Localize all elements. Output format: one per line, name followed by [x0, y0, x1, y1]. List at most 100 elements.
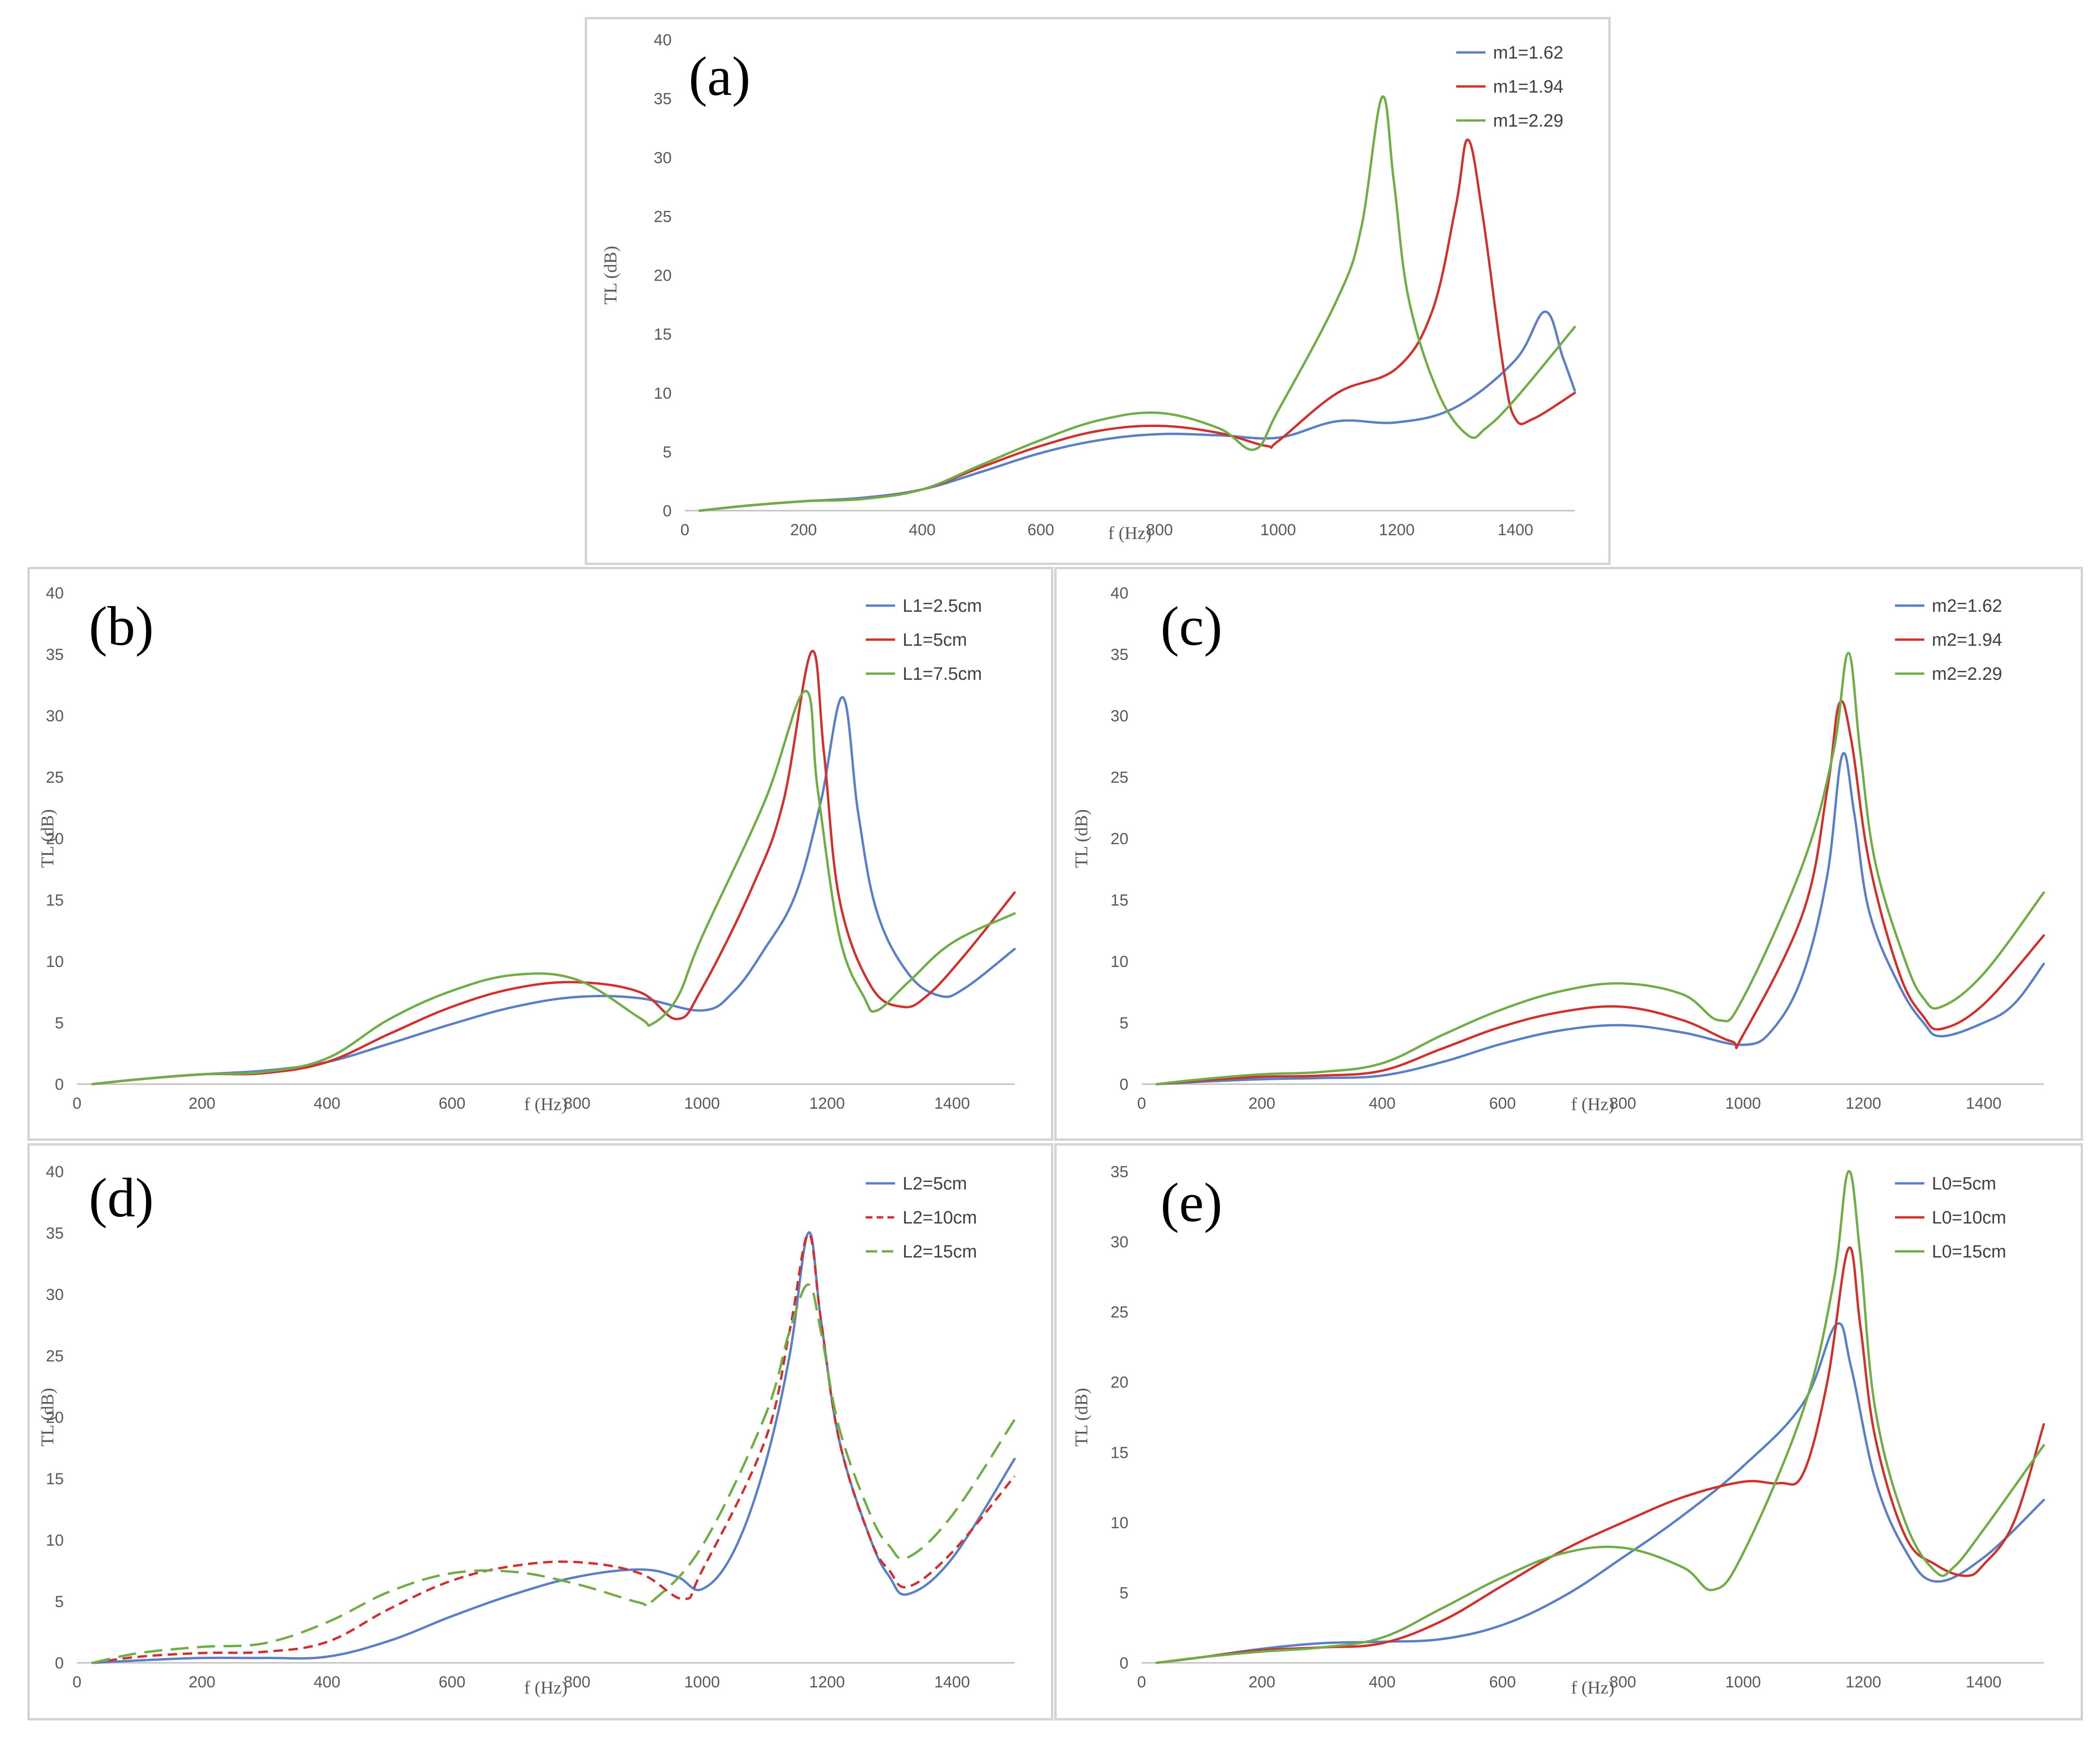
y-tick-label: 20 — [1110, 830, 1128, 848]
panel-label: (e) — [1161, 1172, 1222, 1233]
series-line-1 — [91, 1231, 1016, 1664]
panel-label: (a) — [689, 45, 751, 107]
y-tick-label: 20 — [46, 830, 64, 848]
legend-label: L2=5cm — [903, 1174, 967, 1194]
x-tick-label: 400 — [1369, 1673, 1396, 1691]
series-line-1 — [698, 310, 1576, 512]
chart-panel-d: 0 5 10 15 20 25 30 35 40 0 200 400 600 800 1000 1200 140… — [27, 1143, 1053, 1720]
x-tick-label: 0 — [73, 1095, 82, 1112]
y-tick-label: 10 — [654, 385, 672, 402]
chart-e-svg: 0 5 10 15 20 25 30 35 0 200 400 600 800 1000 1200 1400 f… — [1072, 1163, 2045, 1698]
y-axis-label: TL (dB) — [1072, 1388, 1092, 1446]
chart-panel-a: 0 5 10 15 20 25 30 35 40 0 200 400 600 800 1000 1200 140… — [585, 17, 1611, 565]
y-tick-label: 15 — [1110, 1444, 1128, 1462]
y-tick-label: 20 — [654, 267, 672, 285]
y-axis-label: TL (dB) — [38, 809, 58, 868]
x-tick-label: 1200 — [1845, 1095, 1881, 1112]
y-tick-label: 40 — [46, 1163, 64, 1181]
x-tick-label: 800 — [1609, 1095, 1636, 1112]
y-axis-label: TL (dB) — [38, 1388, 58, 1446]
x-tick-label: 1400 — [1498, 521, 1534, 539]
y-tick-label: 20 — [1110, 1374, 1128, 1392]
y-tick-label: 10 — [46, 953, 64, 971]
x-tick-label: 1200 — [1379, 521, 1415, 539]
y-tick-label: 30 — [46, 1286, 64, 1304]
y-tick-label: 35 — [46, 1224, 64, 1242]
legend-label: L2=15cm — [903, 1242, 977, 1262]
x-tick-label: 800 — [563, 1095, 590, 1112]
legend-label: L1=2.5cm — [903, 596, 982, 616]
series-line-1 — [91, 696, 1016, 1086]
legend-label: L0=10cm — [1932, 1208, 2006, 1228]
y-tick-label: 25 — [1110, 769, 1128, 787]
legend-label: L1=7.5cm — [903, 664, 982, 684]
x-tick-label: 600 — [1489, 1673, 1516, 1691]
legend-label: m2=1.62 — [1932, 596, 2002, 616]
y-tick-label: 5 — [1119, 1584, 1128, 1602]
y-tick-label: 30 — [1110, 1233, 1128, 1251]
y-tick-label: 0 — [55, 1076, 64, 1094]
x-tick-label: 1200 — [1845, 1673, 1881, 1691]
x-tick-label: 400 — [909, 521, 936, 539]
y-tick-label: 10 — [1110, 953, 1128, 971]
series-line-2 — [92, 1233, 1016, 1664]
y-tick-label: 40 — [1110, 584, 1128, 602]
series-line-1 — [1155, 752, 2045, 1086]
panel-label: (c) — [1161, 595, 1222, 657]
series-line-3 — [1155, 651, 2045, 1086]
x-tick-label: 0 — [681, 521, 690, 539]
y-tick-label: 30 — [46, 707, 64, 725]
x-tick-label: 1000 — [684, 1095, 720, 1112]
series-line-2 — [91, 650, 1016, 1086]
x-tick-label: 200 — [188, 1095, 215, 1112]
y-tick-label: 10 — [1110, 1514, 1128, 1532]
x-tick-label: 1400 — [1966, 1095, 2002, 1112]
x-tick-label: 0 — [73, 1673, 82, 1691]
x-tick-label: 800 — [1609, 1673, 1636, 1691]
y-axis-label: TL (dB) — [1072, 809, 1092, 868]
x-tick-label: 200 — [790, 521, 817, 539]
y-tick-label: 5 — [663, 443, 672, 461]
x-tick-label: 1000 — [1725, 1673, 1761, 1691]
legend-label: m1=1.94 — [1493, 77, 1563, 97]
y-tick-label: 15 — [46, 891, 64, 909]
legend-label: L0=5cm — [1932, 1174, 1996, 1194]
x-tick-label: 800 — [1146, 521, 1173, 539]
y-tick-label: 30 — [654, 149, 672, 167]
chart-panel-b: 0 5 10 15 20 25 30 35 40 0 200 400 600 800 1000 1200 140… — [27, 567, 1053, 1141]
y-tick-label: 25 — [1110, 1303, 1128, 1321]
x-tick-label: 1200 — [809, 1673, 845, 1691]
x-tick-label: 800 — [563, 1673, 590, 1691]
x-tick-label: 200 — [1248, 1673, 1275, 1691]
y-tick-label: 5 — [55, 1593, 64, 1611]
panel-label: (d) — [89, 1167, 154, 1229]
x-axis-label: f (Hz) — [1108, 523, 1152, 543]
x-tick-label: 1000 — [684, 1673, 720, 1691]
x-tick-label: 400 — [314, 1673, 341, 1691]
x-axis-label: f (Hz) — [1571, 1095, 1614, 1114]
x-tick-label: 1000 — [1260, 521, 1296, 539]
y-tick-label: 25 — [46, 769, 64, 787]
x-tick-label: 1400 — [934, 1673, 970, 1691]
x-tick-label: 400 — [314, 1095, 341, 1112]
legend-label: L1=5cm — [903, 630, 967, 650]
panel-label: (b) — [89, 595, 154, 657]
x-tick-label: 600 — [1489, 1095, 1516, 1112]
y-tick-label: 35 — [1110, 646, 1128, 664]
legend-label: L0=15cm — [1932, 1242, 2006, 1262]
x-tick-label: 200 — [1248, 1095, 1275, 1112]
y-tick-label: 35 — [1110, 1163, 1128, 1181]
x-tick-label: 600 — [439, 1095, 466, 1112]
series-line-3 — [91, 690, 1016, 1086]
series-line-3 — [1155, 1170, 2045, 1664]
y-tick-label: 5 — [1119, 1014, 1128, 1032]
y-tick-label: 40 — [46, 584, 64, 602]
chart-panel-e: 0 5 10 15 20 25 30 35 0 200 400 600 800 1000 1200 1400 f… — [1054, 1143, 2083, 1720]
legend-label: m1=2.29 — [1493, 111, 1563, 131]
series-line-3 — [92, 1283, 1016, 1664]
x-tick-label: 600 — [1027, 521, 1054, 539]
